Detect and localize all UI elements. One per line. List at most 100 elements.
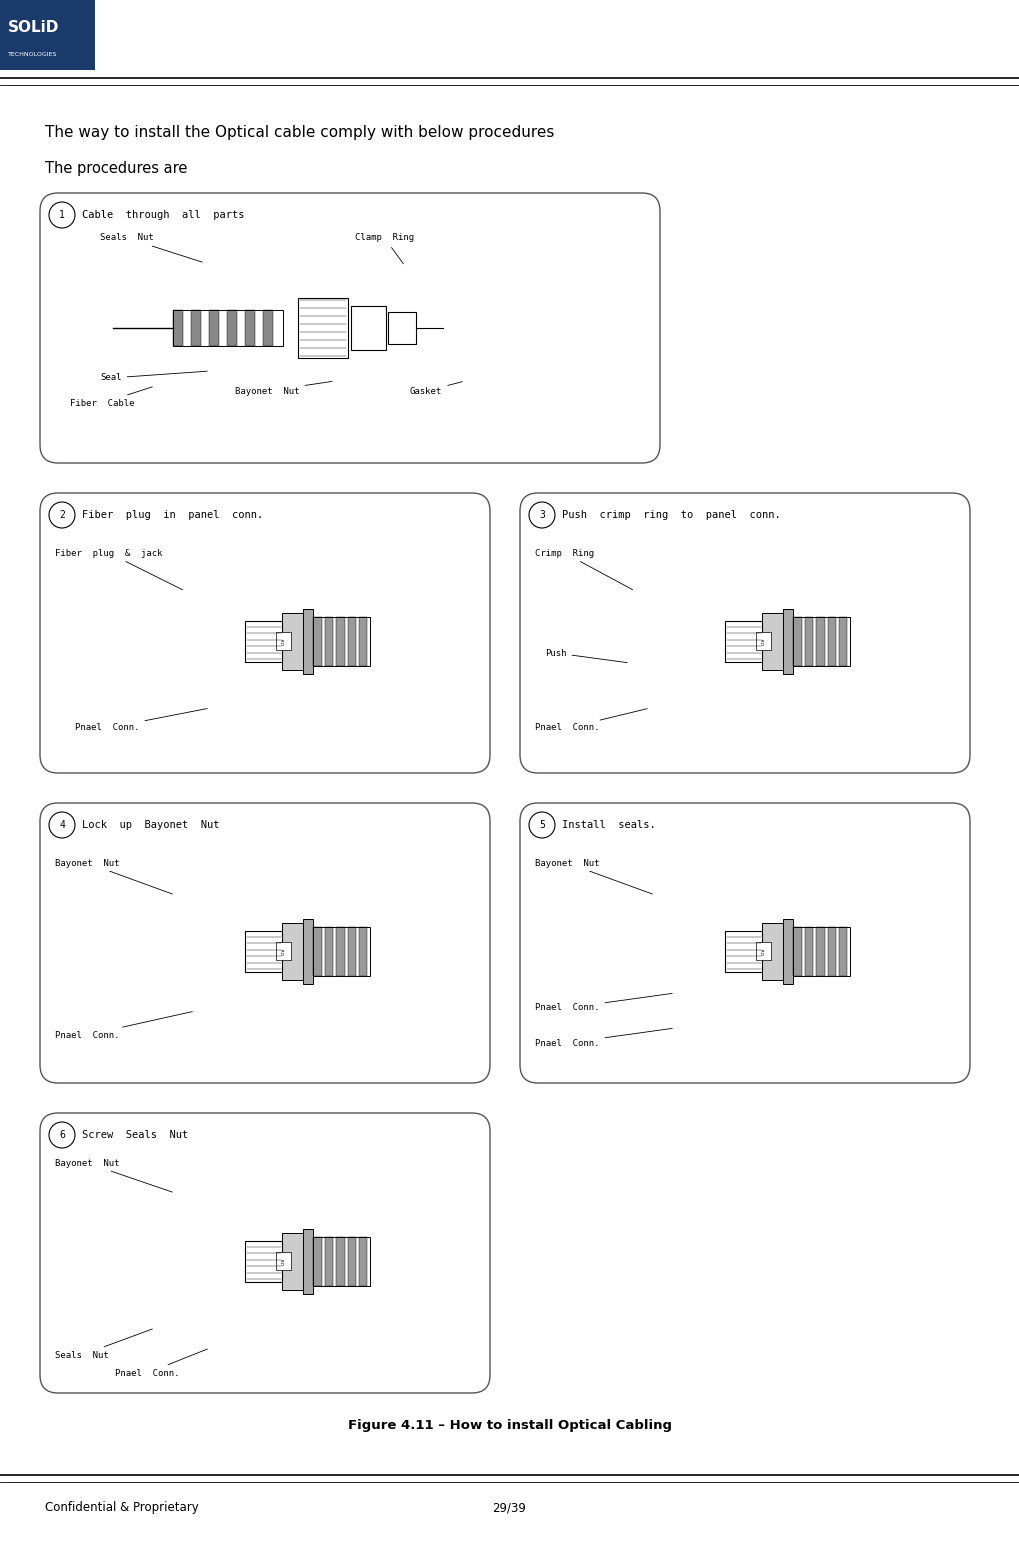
FancyBboxPatch shape bbox=[0, 0, 95, 70]
Bar bbox=[313, 927, 370, 975]
Text: Pnael  Conn.: Pnael Conn. bbox=[535, 1028, 673, 1047]
Text: 5: 5 bbox=[539, 821, 545, 830]
Bar bbox=[756, 633, 771, 650]
Bar bbox=[805, 927, 813, 975]
Text: Seal: Seal bbox=[100, 370, 207, 383]
Bar bbox=[816, 617, 824, 666]
Text: Pnael  Conn.: Pnael Conn. bbox=[75, 708, 207, 733]
Bar bbox=[191, 309, 201, 345]
Bar bbox=[246, 621, 282, 661]
Bar bbox=[336, 617, 344, 666]
Bar bbox=[314, 1236, 322, 1286]
Bar bbox=[313, 1236, 370, 1286]
Text: The way to install the Optical cable comply with below procedures: The way to install the Optical cable com… bbox=[45, 125, 554, 141]
Text: Gasket: Gasket bbox=[410, 381, 463, 395]
Bar bbox=[173, 309, 283, 345]
Bar bbox=[325, 927, 333, 975]
Text: 2: 2 bbox=[59, 510, 65, 520]
Text: Clamp  Ring: Clamp Ring bbox=[355, 233, 414, 264]
Bar bbox=[276, 1252, 291, 1271]
Bar bbox=[263, 309, 273, 345]
Bar bbox=[351, 306, 386, 350]
Text: Fiber  plug  &  jack: Fiber plug & jack bbox=[55, 549, 182, 589]
Text: Push  crimp  ring  to  panel  conn.: Push crimp ring to panel conn. bbox=[562, 510, 781, 520]
Text: Confidential & Proprietary: Confidential & Proprietary bbox=[45, 1502, 199, 1515]
Bar bbox=[726, 932, 762, 972]
Text: LTW: LTW bbox=[282, 947, 286, 955]
Bar bbox=[840, 927, 848, 975]
Text: 6: 6 bbox=[59, 1130, 65, 1139]
Text: Pnael  Conn.: Pnael Conn. bbox=[55, 1011, 193, 1039]
Bar bbox=[347, 927, 356, 975]
Text: LTW: LTW bbox=[282, 638, 286, 646]
Bar bbox=[336, 927, 344, 975]
Bar bbox=[246, 1241, 282, 1282]
Text: Install  seals.: Install seals. bbox=[562, 821, 656, 830]
Text: Seals  Nut: Seals Nut bbox=[55, 1329, 153, 1360]
Bar bbox=[313, 617, 370, 666]
Bar bbox=[840, 617, 848, 666]
Bar bbox=[762, 613, 783, 671]
FancyBboxPatch shape bbox=[40, 1113, 490, 1393]
Bar bbox=[805, 617, 813, 666]
Bar bbox=[314, 927, 322, 975]
Text: Seals  Nut: Seals Nut bbox=[100, 233, 203, 263]
Bar bbox=[276, 633, 291, 650]
Text: Lock  up  Bayonet  Nut: Lock up Bayonet Nut bbox=[82, 821, 219, 830]
Text: 4: 4 bbox=[59, 821, 65, 830]
Bar bbox=[227, 309, 236, 345]
Bar bbox=[827, 927, 836, 975]
Text: 1: 1 bbox=[59, 209, 65, 220]
FancyBboxPatch shape bbox=[520, 803, 970, 1083]
Bar bbox=[783, 608, 793, 674]
Bar bbox=[794, 617, 802, 666]
Text: Pnael  Conn.: Pnael Conn. bbox=[535, 708, 647, 733]
Bar bbox=[827, 617, 836, 666]
Text: Fiber  Cable: Fiber Cable bbox=[70, 388, 153, 408]
Bar bbox=[336, 1236, 344, 1286]
Bar bbox=[245, 309, 255, 345]
Bar bbox=[276, 942, 291, 960]
Text: Bayonet  Nut: Bayonet Nut bbox=[55, 1158, 172, 1193]
Bar bbox=[303, 608, 313, 674]
Bar bbox=[347, 1236, 356, 1286]
Text: Pnael  Conn.: Pnael Conn. bbox=[535, 994, 673, 1013]
FancyBboxPatch shape bbox=[40, 192, 660, 463]
Text: Bayonet  Nut: Bayonet Nut bbox=[235, 381, 332, 395]
Bar bbox=[282, 1233, 303, 1289]
Bar bbox=[303, 919, 313, 985]
Bar bbox=[794, 927, 802, 975]
Text: LTW: LTW bbox=[762, 947, 766, 955]
Bar bbox=[360, 617, 368, 666]
Bar bbox=[756, 942, 771, 960]
Text: 29/39: 29/39 bbox=[492, 1502, 526, 1515]
Bar bbox=[360, 927, 368, 975]
Text: SOLiD: SOLiD bbox=[8, 20, 59, 36]
FancyBboxPatch shape bbox=[520, 492, 970, 774]
Text: Fiber  plug  in  panel  conn.: Fiber plug in panel conn. bbox=[82, 510, 263, 520]
Text: Crimp  Ring: Crimp Ring bbox=[535, 549, 633, 589]
Bar bbox=[325, 1236, 333, 1286]
Bar bbox=[282, 922, 303, 980]
Bar bbox=[282, 613, 303, 671]
Text: The procedures are: The procedures are bbox=[45, 161, 187, 175]
Text: Bayonet  Nut: Bayonet Nut bbox=[535, 858, 652, 894]
Text: TECHNOLOGIES: TECHNOLOGIES bbox=[8, 53, 57, 58]
Text: Cable  through  all  parts: Cable through all parts bbox=[82, 209, 245, 220]
Bar bbox=[314, 617, 322, 666]
Text: Bayonet  Nut: Bayonet Nut bbox=[55, 858, 172, 894]
Text: Screw  Seals  Nut: Screw Seals Nut bbox=[82, 1130, 189, 1139]
FancyBboxPatch shape bbox=[40, 492, 490, 774]
Bar bbox=[360, 1236, 368, 1286]
Bar bbox=[173, 309, 182, 345]
Bar bbox=[783, 919, 793, 985]
FancyBboxPatch shape bbox=[40, 803, 490, 1083]
Text: Pnael  Conn.: Pnael Conn. bbox=[115, 1349, 208, 1377]
Bar bbox=[726, 621, 762, 661]
Bar bbox=[325, 617, 333, 666]
Bar bbox=[347, 617, 356, 666]
Text: LTW: LTW bbox=[762, 638, 766, 646]
Bar bbox=[246, 932, 282, 972]
Text: Push: Push bbox=[545, 649, 628, 663]
Bar bbox=[209, 309, 219, 345]
